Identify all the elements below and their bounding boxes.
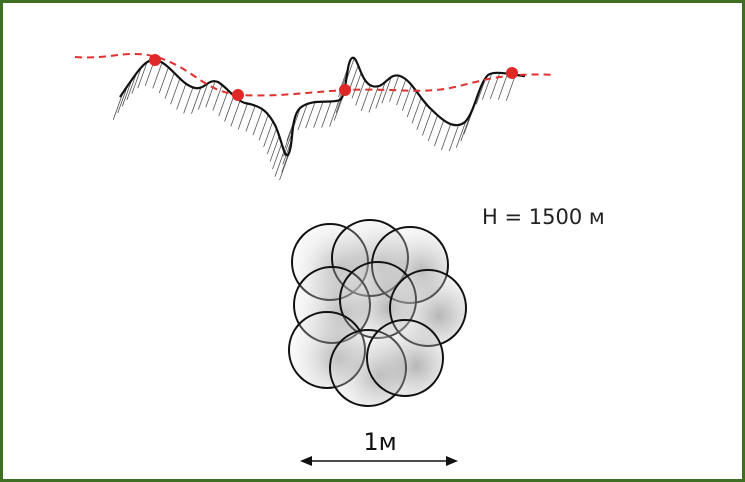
point [506, 67, 518, 79]
hatch-line [389, 76, 399, 102]
hatch-line [121, 81, 132, 107]
flight-path [74, 52, 556, 97]
hatch-line [191, 88, 201, 114]
hatch-line [252, 109, 263, 136]
hatch-line [396, 79, 406, 106]
hatch-line [355, 80, 365, 106]
hatch-line [197, 84, 208, 110]
hatch-line [375, 83, 386, 109]
altitude-label: H = 1500 м [482, 205, 605, 229]
hatch-line [224, 96, 234, 122]
hatch-line [272, 143, 282, 170]
hatch-line [137, 63, 148, 89]
hatch-line [212, 85, 223, 111]
hatch-line [348, 65, 359, 92]
hatch-line [441, 124, 451, 151]
hatch-line [505, 75, 516, 101]
hatch-line [313, 102, 324, 128]
hatch-line [176, 84, 187, 110]
hatch-line [158, 67, 169, 94]
hatch-line [237, 104, 248, 130]
terrain-profile [119, 56, 526, 157]
hatch-line [411, 98, 422, 124]
hatch-line [321, 102, 332, 128]
hatch-line [401, 85, 412, 111]
scale-bar: 1м [300, 428, 458, 466]
hatch-line [406, 91, 417, 118]
hatch-line [117, 87, 128, 114]
point [339, 84, 351, 96]
hatch-line [434, 120, 444, 147]
hatch-line [170, 79, 180, 105]
scale-label: 1м [363, 428, 396, 456]
hatch-line [460, 115, 471, 142]
hatch-line [455, 122, 466, 148]
hatch-line [258, 115, 269, 141]
hatch-line [279, 154, 289, 181]
hatch-line [416, 104, 427, 130]
hatch-line [427, 115, 438, 142]
hatch-line [131, 68, 142, 94]
hatch-line [274, 151, 285, 177]
hatch-line [381, 78, 392, 104]
hatch-line [351, 73, 362, 99]
hatch-line [269, 136, 280, 162]
hatch-line [218, 90, 229, 117]
hatch-line [475, 79, 486, 105]
footprint-circles [288, 219, 467, 407]
hatch-line [497, 74, 508, 100]
hatch-line [164, 73, 175, 99]
measurement-points [149, 54, 518, 101]
hatch-line [183, 88, 194, 114]
hatch-line [422, 110, 432, 136]
hatch-line [297, 104, 308, 131]
hatch-line [230, 101, 241, 127]
hatch-line [305, 103, 316, 129]
footprint [366, 319, 444, 397]
hatch-line [448, 125, 459, 152]
hatch-line [112, 94, 123, 120]
hatch-line [368, 87, 379, 113]
hatch-line [205, 82, 216, 108]
hatch-line [263, 121, 274, 147]
hatch-line [245, 106, 256, 132]
hatch-line [329, 101, 339, 127]
hatch-line [126, 74, 137, 101]
point [149, 54, 161, 66]
point [232, 89, 244, 101]
hatch-line [152, 63, 163, 89]
hatch-line [266, 128, 277, 155]
